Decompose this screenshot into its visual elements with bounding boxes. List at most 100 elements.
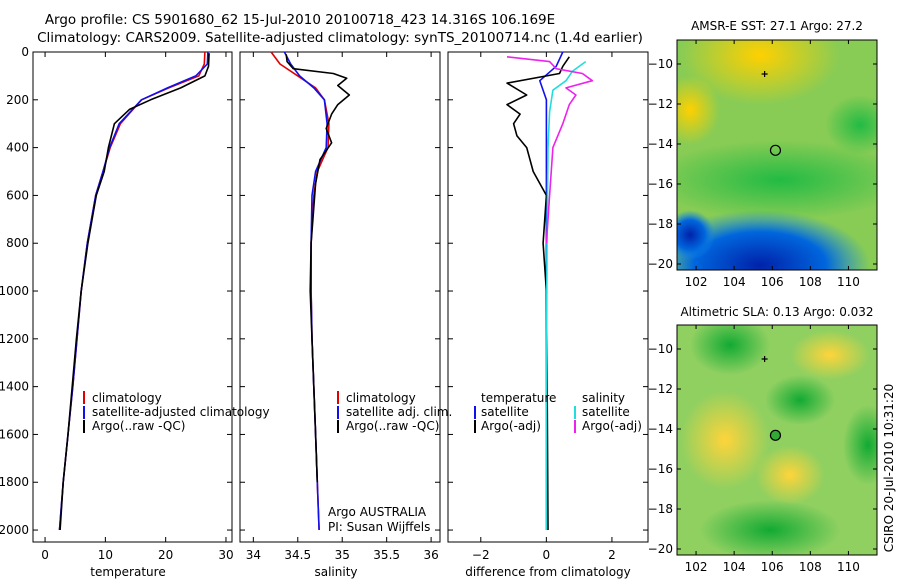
legend-label-satellite: satellite adj. clim.: [346, 405, 452, 419]
latitude-tick-label: −16: [648, 177, 673, 191]
legend-label-climatology: climatology: [346, 391, 416, 405]
temperature-x-axis: 0 10 20 30: [41, 52, 234, 562]
latitude-tick-label: −10: [648, 342, 673, 356]
sst-warm-region: [680, 40, 840, 105]
difference-x-tick-label: −2: [472, 548, 490, 562]
latitude-tick-label: −14: [648, 137, 673, 151]
legend-label-temp-satellite: satellite: [481, 405, 529, 419]
depth-tick-label: 1200: [0, 332, 29, 346]
salinity-x-tick-label: 36: [423, 548, 438, 562]
legend-label-argo: Argo(..raw -QC): [346, 419, 439, 433]
legend-header-temperature: temperature: [481, 391, 556, 405]
previous-position-mark: [761, 356, 768, 362]
sst-warm-region-west: [677, 75, 720, 145]
sst-map-title: AMSR-E SST: 27.1 Argo: 27.2: [691, 19, 863, 33]
temperature-x-tick-label: 30: [218, 548, 233, 562]
difference-axes-frame: [447, 51, 649, 543]
legend-label-sal-argo: Argo(-adj): [582, 419, 642, 433]
longitude-tick-label: 106: [761, 275, 784, 289]
latitude-tick-label: −18: [648, 502, 673, 516]
temperature-x-tick-label: 20: [158, 548, 173, 562]
figure-title-line1: Argo profile: CS 5901680_62 15-Jul-2010 …: [45, 12, 555, 28]
depth-tick-label: 0: [21, 45, 29, 59]
difference-panel: −2 0 2 difference from climatology tempera…: [447, 51, 649, 579]
salinity-x-tick-label: 34: [246, 548, 261, 562]
latitude-tick-label: −16: [648, 462, 673, 476]
salinity-panel: 34 34.5 35 35.5 36 salinity climatology sate…: [239, 51, 452, 579]
argo-program-note: Argo AUSTRALIA: [328, 505, 427, 519]
depth-tick-label: 1800: [0, 475, 29, 489]
depth-axis: 0 200 400 600 800 1000 1200 1400 1600 1800 2000: [0, 45, 232, 537]
previous-position-mark: [761, 71, 768, 77]
difference-x-tick-label: 2: [608, 548, 616, 562]
sla-high-region-south: [755, 445, 825, 505]
sst-field: [677, 40, 877, 270]
longitude-tick-label: 108: [799, 275, 822, 289]
legend-label-satellite: satellite-adjusted climatology: [92, 405, 270, 419]
salinity-series-satellite-adj-clim: [283, 51, 328, 531]
salinity-legend: climatology satellite adj. clim. Argo(..…: [337, 391, 452, 433]
sst-cold-region: [677, 210, 870, 270]
difference-series-temperature-satellite: [538, 51, 564, 530]
salinity-series-argo-raw-qc: [285, 54, 351, 483]
temperature-profiles: [58, 51, 210, 531]
depth-tick-label: 800: [6, 236, 29, 250]
latitude-tick-label: −12: [648, 97, 673, 111]
legend-label-sal-satellite: satellite: [582, 405, 630, 419]
pi-note: PI: Susan Wijffels: [328, 520, 430, 534]
depth-tick-label: 400: [6, 141, 29, 155]
sla-low-region-east: [843, 405, 877, 485]
sla-low-region-center: [765, 375, 835, 425]
temperature-panel: 0 200 400 600 800 1000 1200 1400 1600 1800 2000 0 1…: [0, 45, 270, 579]
difference-x-axis: −2 0 2: [472, 52, 616, 562]
argo-position-marker: [769, 144, 782, 156]
csiro-timestamp-label: CSIRO 20-Jul-2010 10:31:20: [882, 384, 896, 552]
depth-tick-label: 1600: [0, 427, 29, 441]
temperature-axes-frame: [32, 51, 233, 543]
longitude-tick-label: 110: [837, 275, 860, 289]
latitude-tick-label: −12: [648, 382, 673, 396]
salinity-axes-frame: [239, 51, 441, 543]
sst-map-panel: AMSR-E SST: 27.1 Argo: 27.2 102 104 106 108…: [648, 19, 878, 289]
salinity-series-climatology: [270, 51, 330, 531]
temperature-axis-label: temperature: [90, 565, 165, 579]
temperature-legend: climatology satellite-adjusted climatolo…: [83, 391, 270, 433]
legend-header-salinity: salinity: [582, 391, 625, 405]
sla-map-panel: Altimetric SLA: 0.13 Argo: 0.032 102 104 1…: [648, 305, 878, 574]
temperature-series-argo-raw-qc: [59, 53, 210, 531]
difference-series-temperature-argo-adj: [506, 56, 570, 531]
depth-tick-label: 1000: [0, 284, 29, 298]
depth-tick-label: 2000: [0, 523, 29, 537]
sst-map-markers: [761, 71, 782, 156]
longitude-tick-label: 110: [837, 560, 860, 574]
salinity-profiles: [270, 51, 351, 531]
depth-tick-label: 1400: [0, 380, 29, 394]
salinity-x-axis: 34 34.5 35 35.5 36: [246, 52, 439, 562]
salinity-x-tick-label: 35.5: [373, 548, 400, 562]
salinity-y-ticks: [240, 51, 440, 531]
difference-x-tick-label: 0: [543, 548, 551, 562]
latitude-tick-label: −20: [648, 542, 673, 556]
longitude-tick-label: 104: [723, 275, 746, 289]
sla-low-region-nw: [690, 325, 770, 375]
sla-map-axes: 102 104 106 108 110 −10 −12 −14 −16 −18 −20: [648, 325, 877, 574]
longitude-tick-label: 106: [761, 560, 784, 574]
latitude-tick-label: −14: [648, 422, 673, 436]
sla-field: [677, 325, 877, 555]
legend-label-argo: Argo(..raw -QC): [92, 419, 185, 433]
salinity-x-tick-label: 34.5: [284, 548, 311, 562]
latitude-tick-label: −20: [648, 257, 673, 271]
salinity-axis-label: salinity: [314, 565, 357, 579]
legend-label-climatology: climatology: [92, 391, 162, 405]
sla-map-title: Altimetric SLA: 0.13 Argo: 0.032: [680, 305, 873, 319]
salinity-x-tick-label: 35: [335, 548, 350, 562]
longitude-tick-label: 102: [685, 560, 708, 574]
sla-low-region-south: [700, 500, 840, 555]
sla-high-region-north: [790, 330, 870, 380]
depth-tick-label: 600: [6, 188, 29, 202]
sst-map-frame: [676, 39, 878, 271]
difference-profiles: [506, 51, 594, 531]
latitude-tick-label: −10: [648, 57, 673, 71]
difference-axis-label: difference from climatology: [465, 565, 631, 579]
